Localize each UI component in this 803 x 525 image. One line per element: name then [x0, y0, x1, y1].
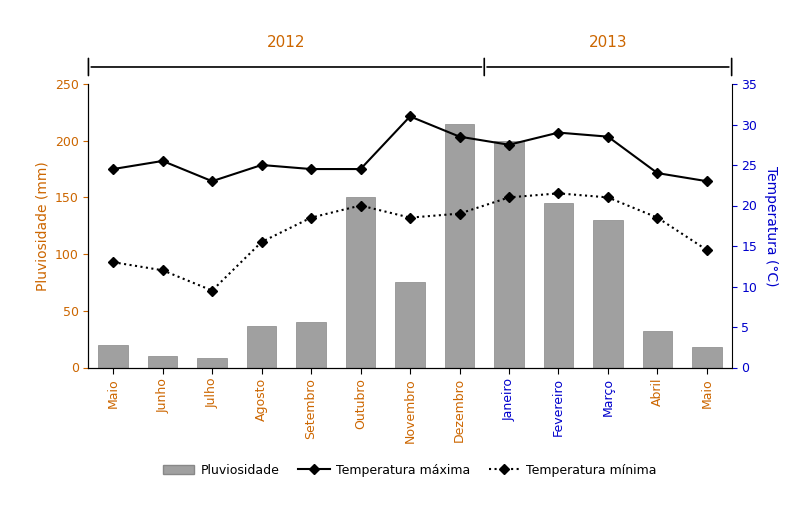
Bar — [494, 141, 524, 368]
Y-axis label: Pluviosidade (mm): Pluviosidade (mm) — [35, 161, 49, 291]
Bar — [296, 322, 325, 368]
Text: 2013: 2013 — [588, 35, 626, 50]
Bar — [444, 124, 474, 368]
Text: 2012: 2012 — [267, 35, 305, 50]
Bar — [593, 220, 622, 368]
Bar — [543, 203, 573, 368]
Bar — [395, 282, 424, 368]
Bar — [98, 345, 128, 368]
Bar — [247, 326, 276, 368]
Y-axis label: Temperatura (°C): Temperatura (°C) — [763, 165, 777, 286]
Bar — [345, 197, 375, 368]
Legend: Pluviosidade, Temperatura máxima, Temperatura mínima: Pluviosidade, Temperatura máxima, Temper… — [158, 459, 661, 482]
Bar — [642, 331, 671, 367]
Bar — [148, 356, 177, 368]
Bar — [691, 347, 721, 368]
Bar — [197, 359, 226, 368]
